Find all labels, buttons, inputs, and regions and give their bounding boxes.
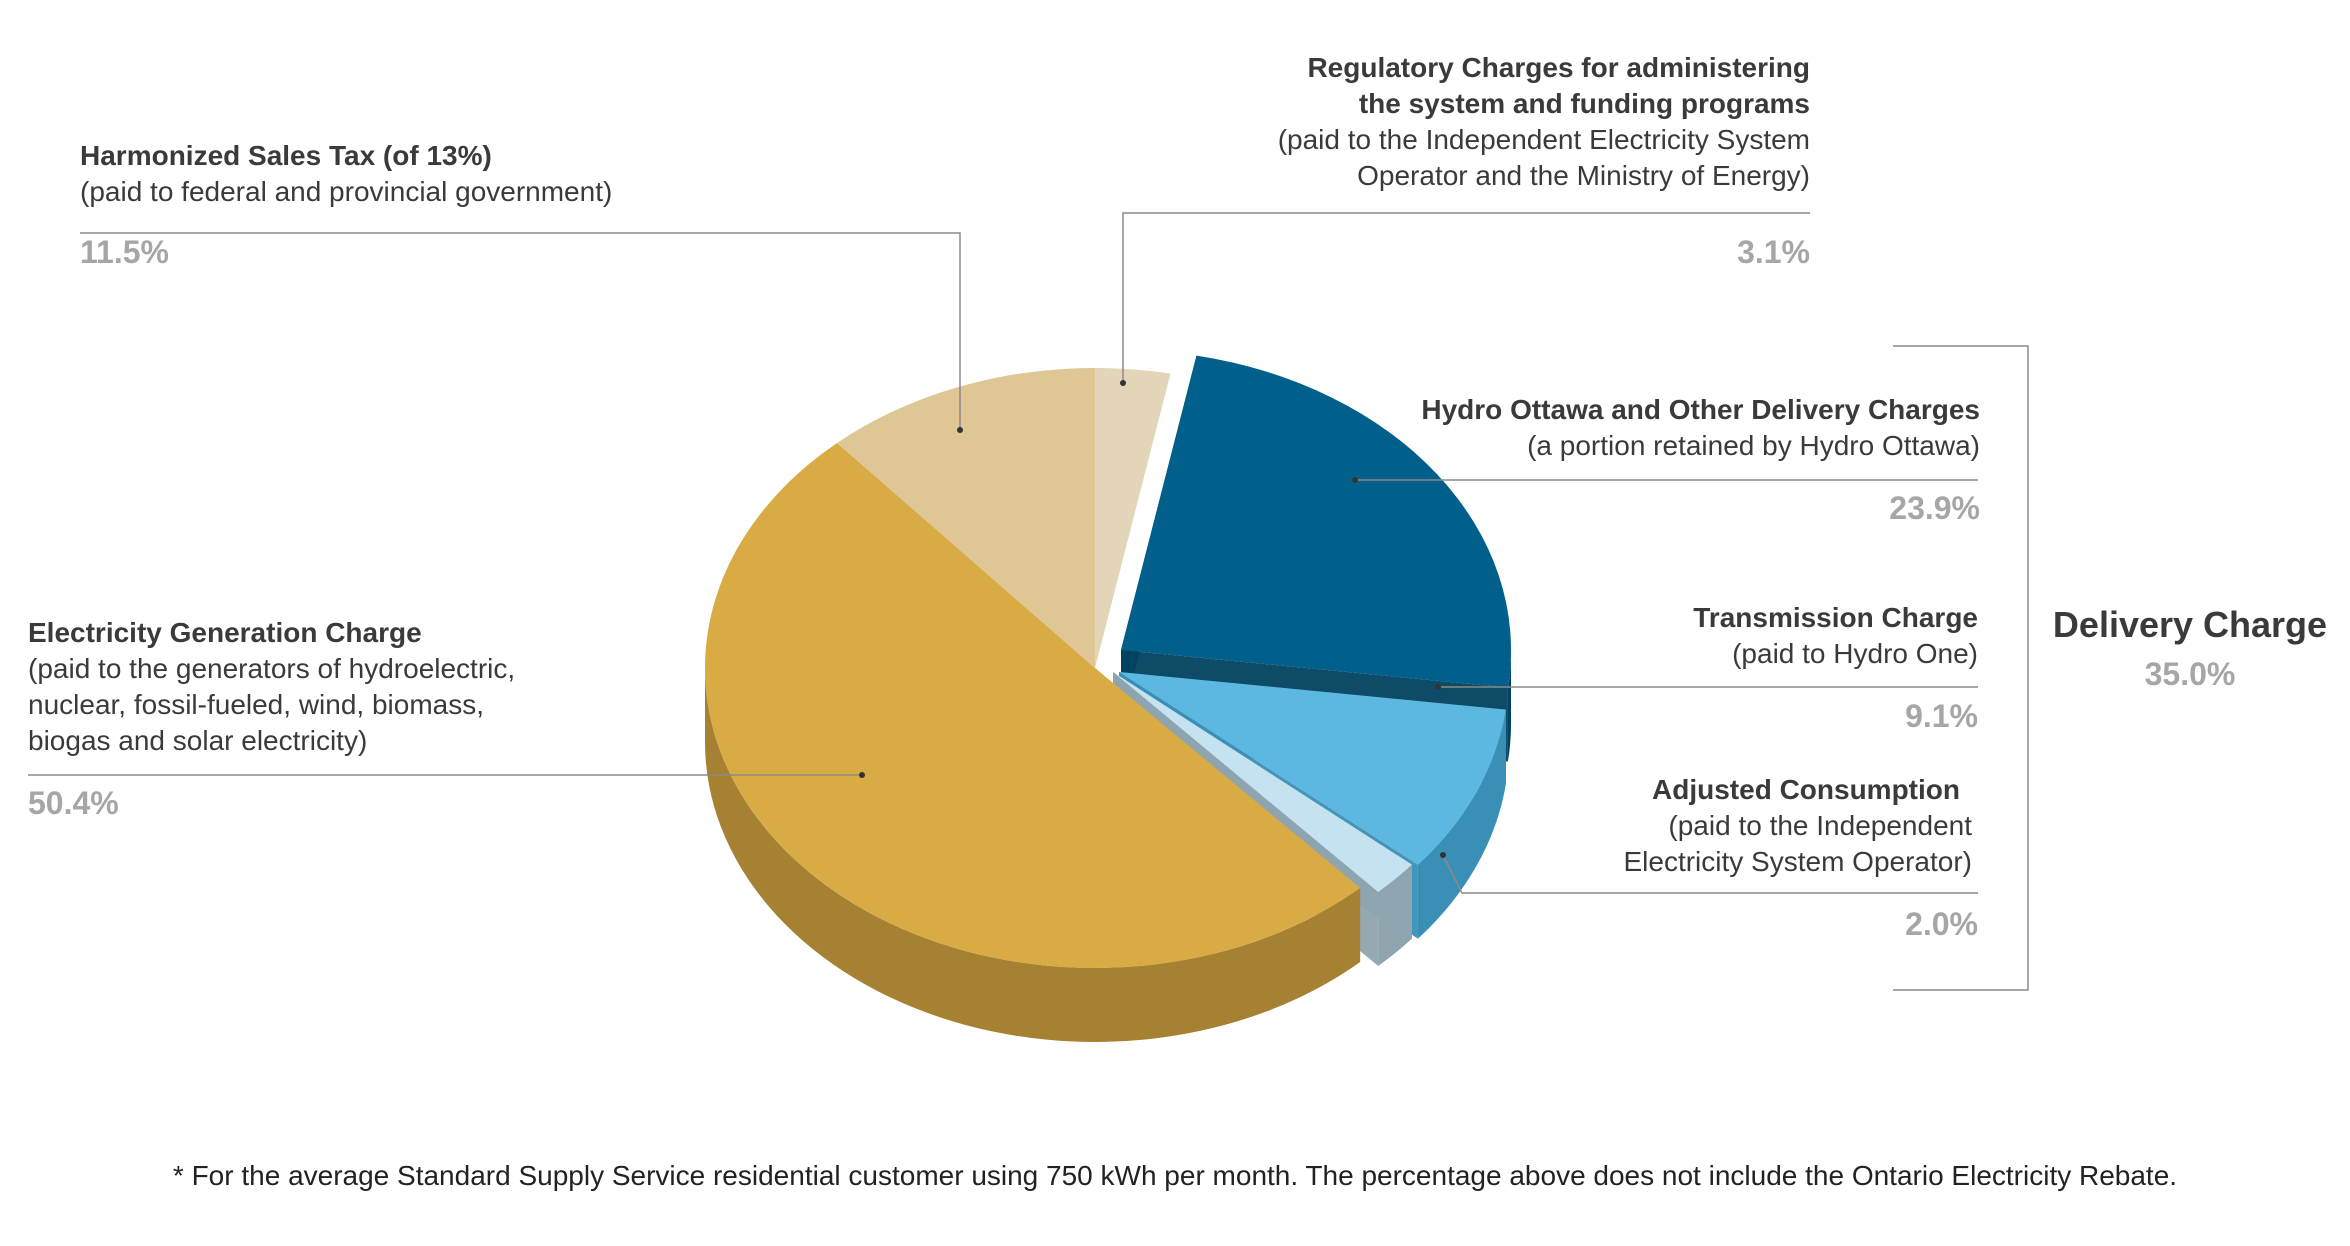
label-gen: Electricity Generation Charge (paid to t… (28, 615, 515, 821)
side-gen (705, 668, 1361, 1042)
label-adj-pct: 2.0% (1905, 906, 1978, 942)
leader-hst (80, 232, 961, 430)
label-adj: Adjusted Consumption (paid to the Indepe… (1623, 772, 1978, 942)
leader-dot-trans (1435, 684, 1441, 690)
label-reg-title-1: Regulatory Charges for administering (1307, 52, 1810, 83)
label-hst: Harmonized Sales Tax (of 13%) (paid to f… (80, 138, 612, 270)
slice-hst (837, 368, 1095, 668)
label-hst-title: Harmonized Sales Tax (of 13%) (80, 140, 492, 171)
side-hydro (1507, 650, 1511, 762)
label-adj-desc-1: (paid to the Independent (1668, 810, 1972, 841)
slice-reg (1095, 368, 1171, 668)
leader-dot-hydro (1352, 477, 1358, 483)
label-hydro-title: Hydro Ottawa and Other Delivery Charges (1421, 394, 1980, 425)
slice-trans (1119, 672, 1506, 865)
label-adj-title: Adjusted Consumption (1652, 774, 1960, 805)
leader-dot-reg (1120, 380, 1126, 386)
label-gen-desc-3: biogas and solar electricity) (28, 725, 368, 756)
label-reg-title-2: the system and funding programs (1358, 88, 1810, 119)
label-trans-title: Transmission Charge (1693, 602, 1978, 633)
label-reg-desc-2: Operator and the Ministry of Energy) (1357, 160, 1810, 191)
label-hst-desc: (paid to federal and provincial governme… (80, 176, 613, 207)
leader-lines (28, 212, 1978, 894)
slice-hydro (1121, 355, 1511, 688)
side-trans (1417, 709, 1506, 939)
label-gen-pct: 50.4% (28, 785, 119, 821)
leader-dot-adj (1440, 852, 1446, 858)
leader-dot-hst (957, 427, 963, 433)
label-reg: Regulatory Charges for administering the… (1278, 50, 1810, 270)
pie-tops (704, 355, 1511, 969)
label-gen-title: Electricity Generation Charge (28, 617, 422, 648)
slice-gen (704, 442, 1361, 969)
label-trans-pct: 9.1% (1905, 698, 1978, 734)
label-trans: Transmission Charge (paid to Hydro One) … (1693, 600, 1978, 734)
footnote: * For the average Standard Supply Servic… (172, 1160, 2178, 1191)
delivery-charge-title: Delivery Charge (2052, 604, 2328, 645)
leader-adj (1442, 854, 1978, 894)
leader-dot-gen (859, 772, 865, 778)
label-gen-desc-2: nuclear, fossil-fueled, wind, biomass, (28, 689, 484, 720)
leader-reg (1122, 212, 1810, 383)
label-hst-pct: 11.5% (80, 234, 169, 270)
delivery-charge-pct: 35.0% (2144, 656, 2236, 692)
label-gen-desc-1: (paid to the generators of hydroelectric… (28, 653, 516, 684)
label-hydro: Hydro Ottawa and Other Delivery Charges … (1421, 392, 1980, 526)
label-hydro-pct: 23.9% (1889, 490, 1980, 526)
delivery-bracket (1893, 345, 2029, 991)
label-reg-desc-1: (paid to the Independent Electricity Sys… (1277, 124, 1810, 155)
label-hydro-desc: (a portion retained by Hydro Ottawa) (1527, 430, 1980, 461)
slice-adj (1113, 672, 1412, 892)
label-trans-desc: (paid to Hydro One) (1732, 638, 1978, 669)
label-reg-pct: 3.1% (1737, 234, 1810, 270)
label-adj-desc-2: Electricity System Operator) (1623, 846, 1972, 877)
